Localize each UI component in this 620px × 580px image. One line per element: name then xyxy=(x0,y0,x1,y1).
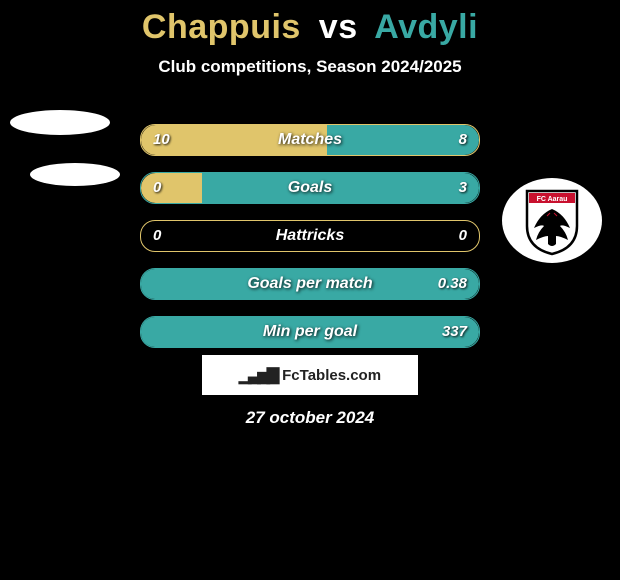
stat-bars: 108Matches 03Goals 00Hattricks 0.38Goals pe… xyxy=(140,124,480,364)
player1-club-placeholder-icon xyxy=(30,163,120,186)
branding-text: FcTables.com xyxy=(282,367,381,384)
stat-label: Hattricks xyxy=(141,221,479,251)
comparison-card: Chappuis vs Avdyli Club competitions, Se… xyxy=(0,0,620,580)
date-text: 27 october 2024 xyxy=(0,408,620,428)
stat-label: Matches xyxy=(141,125,479,155)
player1-name: Chappuis xyxy=(142,8,301,46)
stat-row-min-per-goal: 337Min per goal xyxy=(140,316,480,348)
stat-row-hattricks: 00Hattricks xyxy=(140,220,480,252)
title-row: Chappuis vs Avdyli xyxy=(0,0,620,47)
vs-text: vs xyxy=(319,8,358,46)
club-shield-icon: FC Aarau xyxy=(522,186,582,256)
stat-row-goals: 03Goals xyxy=(140,172,480,204)
stat-row-matches: 108Matches xyxy=(140,124,480,156)
stat-row-goals-per-match: 0.38Goals per match xyxy=(140,268,480,300)
branding-banner: ▁▃▅▇ FcTables.com xyxy=(202,355,418,395)
player2-name: Avdyli xyxy=(374,8,478,46)
player2-club-badge: FC Aarau xyxy=(502,178,602,263)
stat-label: Goals xyxy=(141,173,479,203)
stat-label: Goals per match xyxy=(141,269,479,299)
chart-bars-icon: ▁▃▅▇ xyxy=(239,365,276,385)
subtitle: Club competitions, Season 2024/2025 xyxy=(0,57,620,77)
player1-avatar-group xyxy=(10,110,120,186)
svg-text:FC Aarau: FC Aarau xyxy=(537,196,568,203)
player1-avatar-placeholder-icon xyxy=(10,110,110,135)
stat-label: Min per goal xyxy=(141,317,479,347)
